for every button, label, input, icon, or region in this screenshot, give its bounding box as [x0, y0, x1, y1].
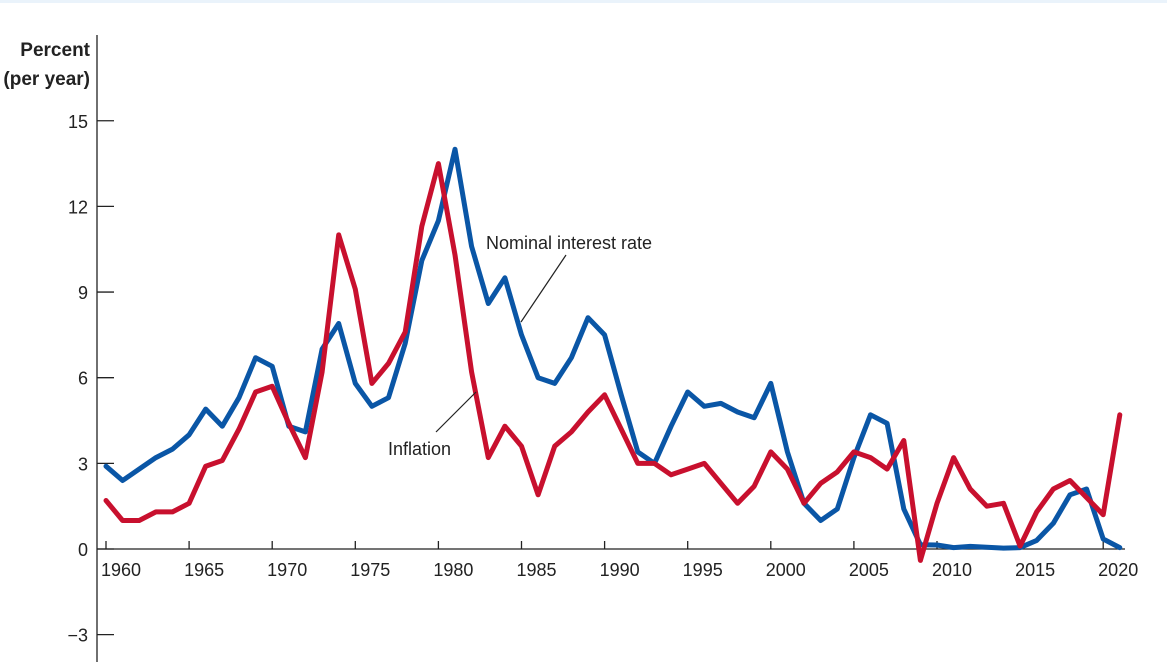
x-tick-label: 1995: [683, 560, 723, 580]
x-tick-label: 1985: [516, 560, 556, 580]
y-tick-label: −3: [67, 626, 88, 646]
annotation-inflation: Inflation: [388, 439, 451, 459]
x-tick-label: 1970: [267, 560, 307, 580]
x-tick-label: 1965: [184, 560, 224, 580]
annotation-nominal-interest-rate: Nominal interest rate: [486, 233, 652, 253]
x-tick-label: 1980: [433, 560, 473, 580]
annotation-leader-inflation: [435, 391, 477, 433]
y-tick-label: 15: [68, 112, 88, 132]
y-axis-title: Percent (per year): [0, 36, 90, 94]
x-tick-label: 1960: [101, 560, 141, 580]
y-tick-label: 3: [78, 454, 88, 474]
series-layer: [103, 146, 1123, 563]
y-tick-label: 9: [78, 283, 88, 303]
x-tick-label: 2010: [932, 560, 972, 580]
x-tick-label: 2015: [1015, 560, 1055, 580]
annotation-leader-nominal: [520, 254, 567, 323]
axes: −3 0 3 6 9 12 15 1960 1965 1970 1975 1980 1985 1990 19…: [67, 35, 1138, 662]
x-tick-label: 1975: [350, 560, 390, 580]
x-tick-label: 2005: [849, 560, 889, 580]
series-line-nominal-interest-rate: [103, 146, 1123, 551]
top-border: [0, 0, 1167, 3]
x-tick-label: 1990: [600, 560, 640, 580]
x-tick-label: 2000: [766, 560, 806, 580]
x-tick-label: 2020: [1098, 560, 1138, 580]
annotations: Nominal interest rate Inflation: [388, 233, 652, 459]
y-tick-label: 12: [68, 197, 88, 217]
y-tick-label: 6: [78, 369, 88, 389]
y-axis-title-line2: (per year): [3, 69, 90, 90]
y-axis-title-line1: Percent: [20, 40, 90, 61]
series-line-inflation: [103, 161, 1123, 563]
y-tick-label: 0: [78, 540, 88, 560]
